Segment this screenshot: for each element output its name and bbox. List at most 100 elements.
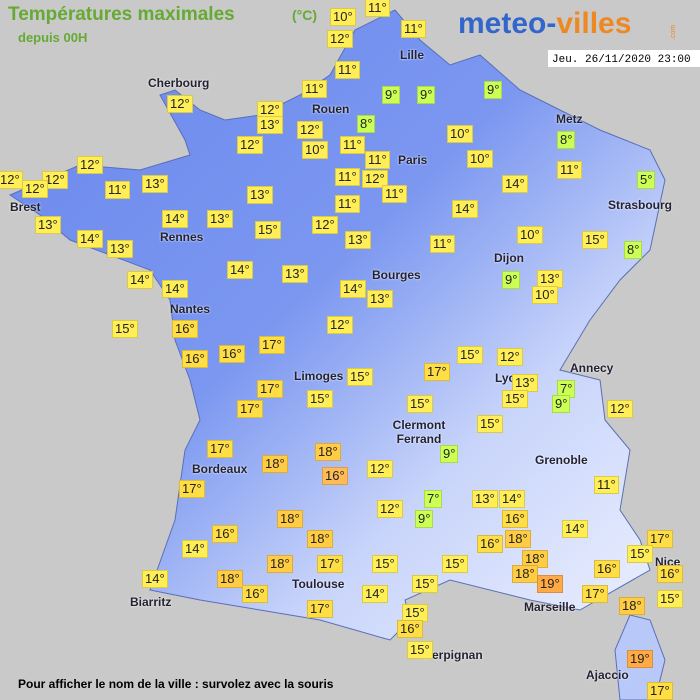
temperature-label[interactable]: 8° [557,131,576,149]
temperature-label[interactable]: 14° [77,230,103,248]
temperature-label[interactable]: 13° [345,231,371,249]
temperature-label[interactable]: 18° [267,555,293,573]
temperature-label[interactable]: 16° [182,350,208,368]
temperature-label[interactable]: 12° [607,400,633,418]
temperature-label[interactable]: 12° [167,95,193,113]
temperature-label[interactable]: 14° [499,490,525,508]
temperature-label[interactable]: 9° [415,510,434,528]
temperature-label[interactable]: 12° [327,316,353,334]
temperature-label[interactable]: 15° [347,368,373,386]
temperature-label[interactable]: 14° [127,271,153,289]
temperature-label[interactable]: 11° [365,0,390,17]
temperature-label[interactable]: 8° [624,241,643,259]
temperature-label[interactable]: 18° [619,597,645,615]
temperature-label[interactable]: 15° [442,555,468,573]
temperature-label[interactable]: 17° [259,336,285,354]
temperature-label[interactable]: 14° [227,261,253,279]
temperature-label[interactable]: 17° [237,400,263,418]
temperature-label[interactable]: 16° [219,345,245,363]
temperature-label[interactable]: 13° [107,240,133,258]
temperature-label[interactable]: 12° [297,121,323,139]
temperature-label[interactable]: 12° [327,30,353,48]
temperature-label[interactable]: 17° [647,682,673,700]
temperature-label[interactable]: 12° [22,180,48,198]
temperature-label[interactable]: 12° [362,170,388,188]
temperature-label[interactable]: 10° [517,226,543,244]
temperature-label[interactable]: 18° [277,510,303,528]
temperature-label[interactable]: 18° [512,565,538,583]
temperature-label[interactable]: 14° [162,210,188,228]
temperature-label[interactable]: 14° [340,280,366,298]
temperature-label[interactable]: 10° [330,8,356,26]
temperature-label[interactable]: 11° [382,185,407,203]
temperature-label[interactable]: 11° [335,168,360,186]
temperature-label[interactable]: 15° [407,395,433,413]
temperature-label[interactable]: 17° [317,555,343,573]
temperature-label[interactable]: 15° [372,555,398,573]
temperature-label[interactable]: 12° [77,156,103,174]
temperature-label[interactable]: 11° [335,61,360,79]
temperature-label[interactable]: 9° [417,86,436,104]
temperature-label[interactable]: 14° [162,280,188,298]
temperature-label[interactable]: 9° [552,395,571,413]
temperature-label[interactable]: 9° [484,81,503,99]
temperature-label[interactable]: 16° [502,510,528,528]
temperature-label[interactable]: 11° [365,151,390,169]
temperature-label[interactable]: 9° [440,445,459,463]
temperature-label[interactable]: 17° [424,363,450,381]
temperature-label[interactable]: 16° [397,620,423,638]
temperature-label[interactable]: 5° [637,171,656,189]
temperature-label[interactable]: 13° [282,265,308,283]
temperature-label[interactable]: 13° [247,186,273,204]
temperature-label[interactable]: 7° [557,380,576,398]
temperature-label[interactable]: 15° [582,231,608,249]
temperature-label[interactable]: 14° [182,540,208,558]
temperature-label[interactable]: 17° [257,380,283,398]
temperature-label[interactable]: 10° [532,286,558,304]
temperature-label[interactable]: 18° [262,455,288,473]
temperature-label[interactable]: 11° [302,80,327,98]
temperature-label[interactable]: 12° [42,171,68,189]
temperature-label[interactable]: 12° [377,500,403,518]
temperature-label[interactable]: 11° [105,181,130,199]
temperature-label[interactable]: 11° [401,20,426,38]
temperature-label[interactable]: 12° [237,136,263,154]
temperature-label[interactable]: 11° [557,161,582,179]
temperature-label[interactable]: 12° [367,460,393,478]
temperature-label[interactable]: 15° [407,641,433,659]
temperature-label[interactable]: 19° [537,575,563,593]
temperature-label[interactable]: 19° [627,650,653,668]
temperature-label[interactable]: 16° [212,525,238,543]
temperature-label[interactable]: 10° [467,150,493,168]
temperature-label[interactable]: 14° [562,520,588,538]
temperature-label[interactable]: 13° [257,116,283,134]
temperature-label[interactable]: 15° [627,545,653,563]
temperature-label[interactable]: 17° [647,530,673,548]
temperature-label[interactable]: 18° [217,570,243,588]
temperature-label[interactable]: 12° [497,348,523,366]
temperature-label[interactable]: 14° [452,200,478,218]
temperature-label[interactable]: 15° [457,346,483,364]
temperature-label[interactable]: 11° [335,195,360,213]
temperature-label[interactable]: 16° [594,560,620,578]
temperature-label[interactable]: 13° [512,374,538,392]
temperature-label[interactable]: 18° [307,530,333,548]
temperature-label[interactable]: 12° [312,216,338,234]
temperature-label[interactable]: 12° [257,101,283,119]
temperature-label[interactable]: 16° [477,535,503,553]
temperature-label[interactable]: 16° [242,585,268,603]
temperature-label[interactable]: 17° [207,440,233,458]
temperature-label[interactable]: 8° [357,115,376,133]
temperature-label[interactable]: 15° [112,320,138,338]
temperature-label[interactable]: 15° [477,415,503,433]
temperature-label[interactable]: 16° [322,467,348,485]
temperature-label[interactable]: 11° [594,476,619,494]
temperature-label[interactable]: 18° [315,443,341,461]
temperature-label[interactable]: 11° [430,235,455,253]
temperature-label[interactable]: 11° [340,136,365,154]
temperature-label[interactable]: 13° [367,290,393,308]
temperature-label[interactable]: 15° [412,575,438,593]
temperature-label[interactable]: 9° [502,271,521,289]
temperature-label[interactable]: 9° [382,86,401,104]
temperature-label[interactable]: 17° [582,585,608,603]
